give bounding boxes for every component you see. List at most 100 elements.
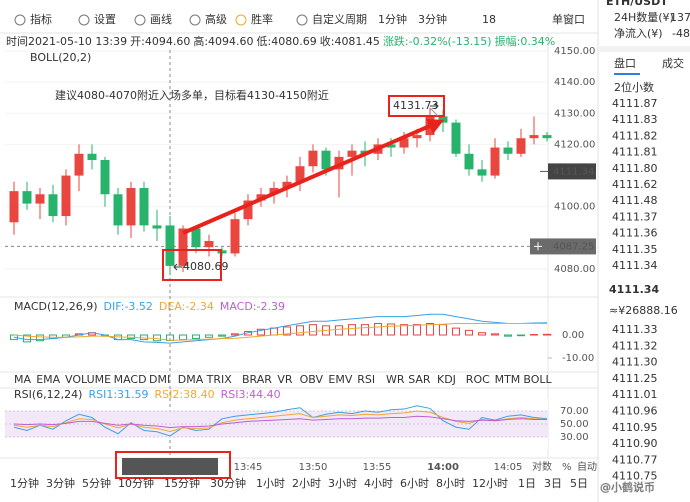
toolbar-item[interactable]: 18 <box>482 13 496 26</box>
side-panel <box>598 0 690 502</box>
low-mark: 4080.69 <box>183 260 229 273</box>
candle-body <box>139 188 149 226</box>
candle-body <box>464 153 474 170</box>
note: 建议4080-4070附近入场多单，目标看4130-4150附近 <box>55 88 329 102</box>
period[interactable]: 8小时 <box>436 477 465 490</box>
side-tab[interactable]: 盘口 <box>614 56 636 70</box>
period[interactable]: 1日 <box>518 477 536 490</box>
period[interactable]: 1小时 <box>256 477 285 490</box>
time-cursor-box <box>122 458 218 475</box>
rsi-tick-label: 50.00 <box>560 419 589 430</box>
decimals[interactable]: 2位小数 <box>614 80 654 94</box>
period[interactable]: 6小时 <box>400 477 429 490</box>
candle-body <box>35 194 45 204</box>
period[interactable]: 4小时 <box>364 477 393 490</box>
candle-body <box>113 194 123 226</box>
bid-price: 4110.75 <box>612 470 658 483</box>
indicator-tab[interactable]: BRAR <box>242 373 272 386</box>
side-tab[interactable]: 成交 <box>662 56 684 70</box>
candle-body <box>22 191 32 204</box>
indicator-tab[interactable]: DMA <box>178 373 204 386</box>
rsi-legend: RSI1:31.59 <box>88 388 148 401</box>
indicator-tab[interactable]: VR <box>277 373 293 386</box>
period[interactable]: 1分钟 <box>10 476 39 490</box>
macd-bar <box>257 328 265 336</box>
period[interactable]: 5日 <box>570 477 588 490</box>
time-label: 13:55 <box>363 462 392 473</box>
period[interactable]: 5分钟 <box>82 476 111 490</box>
period[interactable]: 30分钟 <box>210 476 246 490</box>
candle-body <box>282 181 292 189</box>
macd-tick-label: -10.00 <box>562 353 594 364</box>
indicator-tab[interactable]: SAR <box>408 373 431 386</box>
price-tick-label: 4150.00 <box>554 46 595 57</box>
toolbar-item[interactable]: 3分钟 <box>418 12 447 26</box>
indicator-tab[interactable]: MACD <box>114 373 147 386</box>
candle-body <box>243 200 253 220</box>
indicator-tab[interactable]: WR <box>386 373 405 386</box>
axis-option[interactable]: 自动 <box>577 460 597 473</box>
period[interactable]: 12小时 <box>472 477 508 490</box>
candle-body <box>477 169 487 176</box>
toolbar-item[interactable]: 自定义周期 <box>312 12 367 26</box>
bid-price: 4110.77 <box>612 453 658 466</box>
ask-price: 4111.48 <box>612 194 658 207</box>
toolbar-item[interactable]: 1分钟 <box>378 12 407 26</box>
toolbar-item[interactable]: 高级 <box>205 12 227 26</box>
ask-price: 4111.80 <box>612 162 658 175</box>
indicator-tab[interactable]: KDJ <box>437 373 456 386</box>
info-item: 低:4080.69 <box>257 35 317 48</box>
candle-body <box>308 150 318 167</box>
indicator-tab[interactable]: BOLL <box>523 373 552 386</box>
period[interactable]: 2小时 <box>292 477 321 490</box>
indicator-tab[interactable]: ROC <box>466 373 490 386</box>
toolbar-item[interactable]: 胜率 <box>251 12 273 26</box>
period[interactable]: 10分钟 <box>118 476 154 490</box>
ask-price: 4111.36 <box>612 227 658 240</box>
side-price-cny: ≈¥26888.16 <box>609 304 678 317</box>
macd-line <box>13 313 548 344</box>
macd-bar <box>400 324 408 336</box>
indicator-tab[interactable]: DMI <box>149 373 170 386</box>
indicator-tab[interactable]: TRIX <box>206 373 233 386</box>
rsi-legend: RSI2:38.40 <box>155 388 215 401</box>
macd-item: MACD(12,26,9) <box>14 300 98 313</box>
toolbar-item[interactable]: 指标 <box>30 12 52 26</box>
period[interactable]: 3小时 <box>328 477 357 490</box>
candle-body <box>412 135 422 139</box>
indicator-tab[interactable]: RSI <box>357 373 375 386</box>
macd-bar <box>413 324 421 336</box>
toolbar-item[interactable]: 画线 <box>150 12 172 26</box>
toolbar-item[interactable]: 单窗口 <box>552 12 585 26</box>
indicator-tab[interactable]: MTM <box>495 373 521 386</box>
candle-body <box>204 240 214 248</box>
axis-option[interactable]: % <box>562 462 572 473</box>
candle-body <box>191 228 201 248</box>
info-item: 时间2021-05-10 13:39 <box>6 35 127 48</box>
indicator-tab[interactable]: MA <box>14 373 31 386</box>
macd-bar <box>348 324 356 336</box>
rsi-line <box>13 405 548 437</box>
indicator-tab[interactable]: VOLUME <box>65 373 111 386</box>
period[interactable]: 15分钟 <box>164 476 200 490</box>
last-price-box <box>548 163 596 180</box>
indicator-tab[interactable]: EMV <box>328 373 352 386</box>
ask-price: 4111.81 <box>612 146 658 159</box>
time-label: 14:00 <box>427 462 459 473</box>
ask-price: 4111.37 <box>612 210 658 223</box>
toolbar-item[interactable]: 设置 <box>94 13 116 26</box>
volume: 137 <box>670 11 690 24</box>
macd-bar <box>491 333 499 336</box>
candle-body <box>178 228 188 266</box>
period[interactable]: 3日 <box>544 477 562 490</box>
price-tick-label: 4130.00 <box>554 108 595 119</box>
candle-body <box>152 225 162 229</box>
indicator-tab[interactable]: OBV <box>300 373 324 386</box>
bid-price: 4111.01 <box>612 388 658 401</box>
axis-option[interactable]: 对数 <box>532 460 552 473</box>
indicator-tab[interactable]: EMA <box>36 373 60 386</box>
candle-body <box>334 156 344 170</box>
crosshair-price-label: 4087.25 <box>553 241 594 252</box>
period[interactable]: 3分钟 <box>46 476 75 490</box>
